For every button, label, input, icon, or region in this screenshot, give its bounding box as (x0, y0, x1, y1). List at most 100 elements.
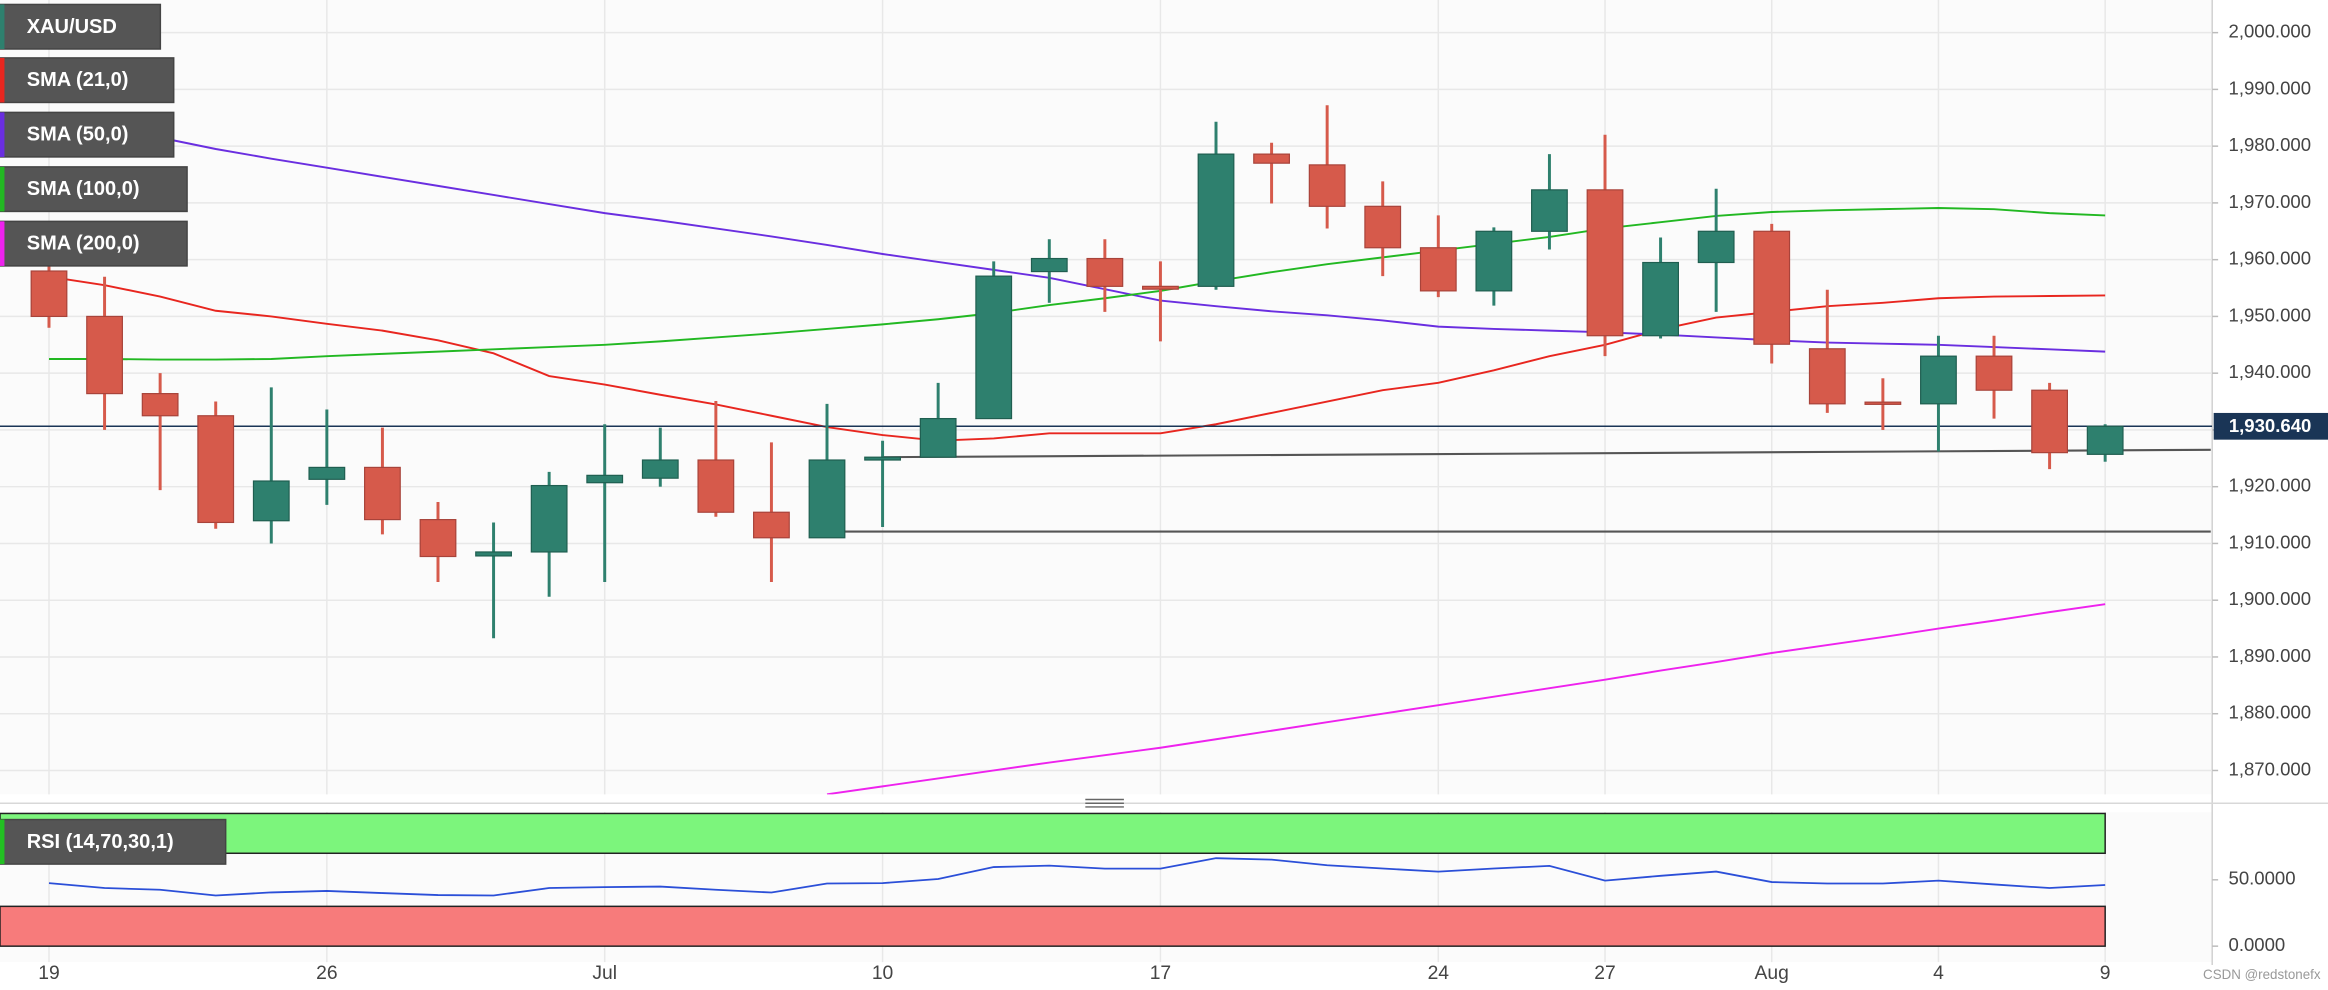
candle-body (419, 519, 457, 558)
y-tick-label: 1,900.000 (2229, 588, 2312, 609)
candle-body (1253, 153, 1290, 164)
divider-handle[interactable] (1085, 798, 1124, 808)
candle-body (586, 474, 624, 484)
y2-tick-label: 0.0000 (2229, 934, 2286, 955)
legend-box (0, 3, 162, 50)
candle-body (1419, 247, 1457, 292)
candle-body (30, 270, 68, 318)
legend-swatch (0, 221, 5, 266)
legend-box (0, 818, 227, 865)
y-tick-label: 1,940.000 (2229, 361, 2312, 382)
legend-box (0, 166, 188, 213)
candle-body (1586, 189, 1624, 337)
candle-body (1364, 205, 1402, 249)
x-tick-label: 17 (1150, 963, 1171, 984)
candle-body (1531, 189, 1568, 232)
x-tick-label: 9 (2100, 963, 2111, 984)
rsi-band (0, 812, 2106, 855)
y-tick-label: 1,990.000 (2229, 77, 2312, 98)
legend-label: SMA (21,0) (27, 69, 129, 91)
candle-body (808, 459, 846, 539)
candle-body (697, 459, 735, 513)
candle-body (1920, 355, 1957, 405)
trendline (882, 448, 2211, 459)
candle-body (641, 459, 679, 479)
candle-body (1864, 401, 1902, 405)
legend-label: RSI (14,70,30,1) (27, 831, 174, 853)
y-tick-label: 1,880.000 (2229, 702, 2312, 723)
candle-body (1753, 230, 1791, 345)
legend-item[interactable]: XAU/USD (0, 3, 162, 50)
candle-body (1697, 230, 1735, 264)
candle-body (1475, 230, 1513, 292)
candle-body (530, 484, 568, 553)
legend-box (0, 57, 175, 104)
y-tick-label: 1,870.000 (2229, 758, 2312, 779)
candle-body (753, 511, 790, 539)
candle-body (864, 456, 901, 461)
watermark: CSDN @redstonefx (2203, 967, 2321, 982)
candle-body (1030, 257, 1068, 273)
legend-label: SMA (50,0) (27, 124, 129, 146)
y-tick-label: 2,000.000 (2229, 21, 2312, 42)
x-tick-label: 26 (316, 963, 337, 984)
candle-body (1975, 355, 2013, 391)
last-price-box (2213, 412, 2328, 440)
y-tick-label: 1,910.000 (2229, 531, 2312, 552)
y-tick-label: 1,890.000 (2229, 645, 2312, 666)
x-tick-label: 27 (1594, 963, 1615, 984)
y-tick-label: 1,970.000 (2229, 191, 2312, 212)
sma-line (826, 603, 2106, 795)
y-tick-label: 1,960.000 (2229, 248, 2312, 269)
legend-swatch (0, 166, 5, 212)
x-tick-label: 10 (872, 963, 893, 984)
x-tick-label: 19 (38, 963, 59, 984)
y-tick-label: 1,950.000 (2229, 304, 2312, 325)
x-tick-label: 4 (1933, 963, 1944, 984)
legend-item[interactable]: RSI (14,70,30,1) (0, 818, 227, 865)
candle-body (252, 480, 290, 522)
price-panel (0, 105, 2213, 795)
legend-swatch (0, 819, 5, 865)
candle-body (86, 315, 123, 395)
legend-item[interactable]: SMA (21,0) (0, 57, 175, 104)
legend-label: SMA (100,0) (27, 178, 140, 200)
legend-item[interactable]: SMA (100,0) (0, 166, 188, 213)
candle-body (975, 275, 1013, 420)
rsi-panel (0, 812, 2106, 947)
y-tick-label: 1,980.000 (2229, 134, 2312, 155)
candle-body (1308, 164, 1346, 207)
legend-swatch (0, 4, 5, 49)
sma-line (48, 207, 2106, 361)
legend: XAU/USD SMA (21,0) SMA (50,0) SMA (100,0) SM… (0, 3, 227, 865)
price-plot-area (0, 0, 2212, 794)
candle-body (919, 417, 957, 458)
candle-body (1142, 285, 1179, 290)
axes: 2,000.000 1,990.000 1,980.000 1,970.000 1,96… (38, 21, 2328, 984)
y2-tick-label: 50.0000 (2229, 868, 2296, 889)
rsi-line (48, 857, 2106, 897)
candle-body (141, 393, 179, 417)
legend-swatch (0, 57, 5, 103)
legend-box (0, 111, 175, 158)
candle-body (2086, 425, 2124, 455)
last-price-label: 1,930.640 (2229, 415, 2312, 436)
legend-label: XAU/USD (27, 16, 117, 38)
x-tick-label: Aug (1755, 963, 1789, 984)
legend-item[interactable]: SMA (200,0) (0, 220, 188, 267)
candle-body (475, 551, 512, 557)
candle-body (1808, 348, 1846, 405)
candle-body (1086, 257, 1124, 287)
candle-body (2031, 389, 2069, 454)
candle-body (364, 466, 401, 521)
candle-body (1642, 261, 1679, 337)
candle-body (197, 415, 235, 524)
grid (0, 0, 2213, 963)
x-tick-label: 24 (1428, 963, 1450, 984)
candle-body (1197, 153, 1235, 287)
x-tick-label: Jul (592, 963, 617, 984)
legend-item[interactable]: SMA (50,0) (0, 111, 175, 158)
candle-body (308, 466, 346, 480)
